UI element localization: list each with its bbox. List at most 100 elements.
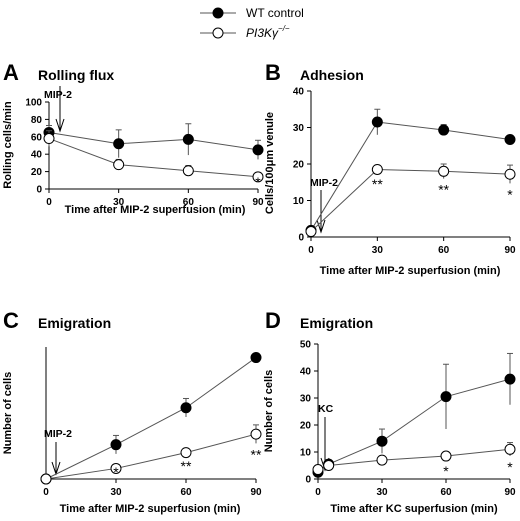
data-point — [504, 373, 516, 385]
data-point — [376, 454, 388, 466]
legend-marker-ko — [212, 27, 224, 39]
x-tick-label: 0 — [46, 197, 52, 208]
legend: WT control PI3Kγ−/− — [200, 6, 304, 40]
axes: 0 30 60 90 0 20 40 60 80 100 — [25, 98, 264, 209]
chart-panel-B: B Adhesion 0 30 60 90 0 10 20 30 40 Time after MIP-… — [264, 60, 516, 277]
y-tick-label: 20 — [31, 167, 43, 178]
y-tick-label: 30 — [300, 394, 312, 405]
y-tick-label: 20 — [293, 160, 305, 171]
y-tick-label: 40 — [31, 150, 43, 161]
x-tick-label: 30 — [113, 197, 125, 208]
legend-label-wt: WT control — [246, 6, 304, 20]
x-tick-label: 60 — [440, 487, 452, 498]
data-point — [376, 435, 388, 447]
x-axis-label: Time after MIP-2 superfusion (min) — [60, 503, 241, 515]
series-pi3k-knockout: * * — [312, 442, 516, 479]
panel-title: Emigration — [38, 315, 111, 331]
series-line — [317, 448, 511, 471]
series-pi3k-knockout: ***** — [305, 163, 516, 238]
panel-letter: C — [3, 308, 19, 333]
data-point — [113, 138, 125, 150]
significance-label: * — [255, 174, 261, 190]
axes: 0 30 60 90 0 10 20 30 40 — [293, 87, 516, 257]
annotation-arrowhead — [55, 118, 65, 133]
y-axis-label: Cells/100μm venule — [264, 112, 276, 214]
data-point — [250, 352, 262, 364]
x-tick-label: 60 — [183, 197, 195, 208]
x-tick-label: 0 — [308, 245, 314, 256]
annotation-label: KC — [318, 403, 334, 415]
chart-panel-A: A Rolling flux 0 30 60 90 0 20 40 60 80 100 Time aft… — [2, 60, 264, 216]
data-point — [305, 226, 317, 238]
data-point — [252, 171, 264, 183]
data-point — [438, 124, 450, 136]
x-tick-label: 90 — [504, 487, 516, 498]
y-axis-label: Rolling cells/min — [2, 101, 14, 189]
chart-panel-D: D Emigration 0 30 60 90 0 10 20 30 40 50 Time after … — [263, 308, 516, 515]
x-tick-label: 90 — [252, 197, 264, 208]
significance-label: * — [507, 459, 513, 475]
y-tick-label: 50 — [300, 340, 312, 351]
significance-label: ** — [251, 446, 262, 462]
x-axis-label: Time after KC superfusion (min) — [330, 503, 498, 515]
series-line — [48, 138, 259, 178]
data-point — [504, 168, 516, 180]
series-pi3k-knockout: * — [43, 130, 264, 190]
data-point — [252, 144, 264, 156]
axes: 0 30 60 90 — [43, 347, 262, 498]
annotation-label: MIP-2 — [310, 177, 338, 189]
legend-marker-wt — [212, 7, 224, 19]
x-axis-label: Time after MIP-2 superfusion (min) — [65, 204, 246, 216]
significance-label: * — [113, 464, 119, 480]
y-tick-label: 30 — [293, 123, 305, 134]
axes: 0 30 60 90 0 10 20 30 40 50 — [300, 340, 516, 499]
legend-label-ko: PI3Kγ−/− — [246, 24, 290, 40]
panel-letter: B — [265, 60, 281, 85]
data-point — [371, 116, 383, 128]
y-tick-label: 100 — [25, 98, 42, 109]
series-line — [45, 433, 257, 480]
data-point — [182, 165, 194, 177]
chart-panel-C: C Emigration 0 30 60 90 Time after MIP-2 super… — [2, 308, 262, 515]
x-tick-label: 30 — [372, 245, 384, 256]
significance-label: ** — [372, 176, 383, 192]
y-tick-label: 0 — [298, 233, 304, 244]
series-line — [48, 131, 259, 151]
x-tick-label: 30 — [376, 487, 388, 498]
panel-title: Rolling flux — [38, 67, 114, 83]
legend-label-ko-main: PI3Kγ — [246, 26, 279, 40]
series-wt-control — [312, 352, 516, 478]
data-point — [43, 133, 55, 145]
data-point — [371, 163, 383, 175]
significance-label: ** — [438, 182, 449, 198]
x-tick-label: 60 — [180, 487, 192, 498]
significance-label: * — [507, 186, 513, 202]
data-point — [40, 473, 52, 485]
data-point — [113, 159, 125, 171]
y-tick-label: 40 — [293, 87, 305, 98]
data-point — [504, 443, 516, 455]
y-tick-label: 40 — [300, 367, 312, 378]
series-line — [310, 121, 511, 231]
y-axis-label: Number of cells — [2, 372, 14, 455]
panel-letter: D — [265, 308, 281, 333]
annotation-label: MIP-2 — [44, 428, 72, 440]
data-point — [440, 391, 452, 403]
data-point — [440, 450, 452, 462]
y-tick-label: 80 — [31, 115, 43, 126]
series-wt-control — [305, 108, 516, 236]
data-point — [312, 464, 324, 476]
x-tick-label: 0 — [43, 487, 49, 498]
series-wt-control — [43, 123, 264, 160]
panel-title: Emigration — [300, 315, 373, 331]
significance-label: ** — [181, 458, 192, 474]
y-axis-label: Number of cells — [263, 370, 275, 453]
y-tick-label: 10 — [293, 196, 305, 207]
data-point — [110, 439, 122, 451]
y-tick-label: 10 — [300, 448, 312, 459]
x-tick-label: 90 — [504, 245, 516, 256]
data-point — [182, 133, 194, 145]
data-point — [250, 428, 262, 440]
series-pi3k-knockout: ***** — [40, 424, 262, 485]
